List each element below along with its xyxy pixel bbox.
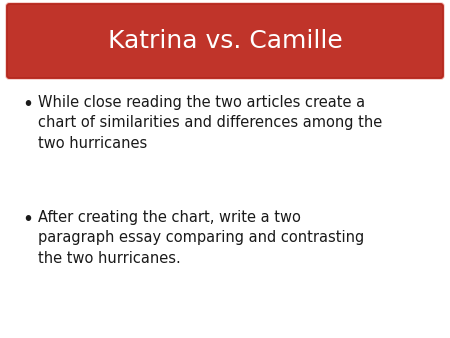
Text: Katrina vs. Camille: Katrina vs. Camille — [108, 29, 342, 53]
FancyBboxPatch shape — [7, 4, 443, 78]
Text: After creating the chart, write a two
paragraph essay comparing and contrasting
: After creating the chart, write a two pa… — [38, 210, 364, 266]
FancyBboxPatch shape — [6, 3, 444, 79]
Text: •: • — [22, 210, 33, 229]
Text: While close reading the two articles create a
chart of similarities and differen: While close reading the two articles cre… — [38, 95, 382, 151]
Text: •: • — [22, 95, 33, 114]
